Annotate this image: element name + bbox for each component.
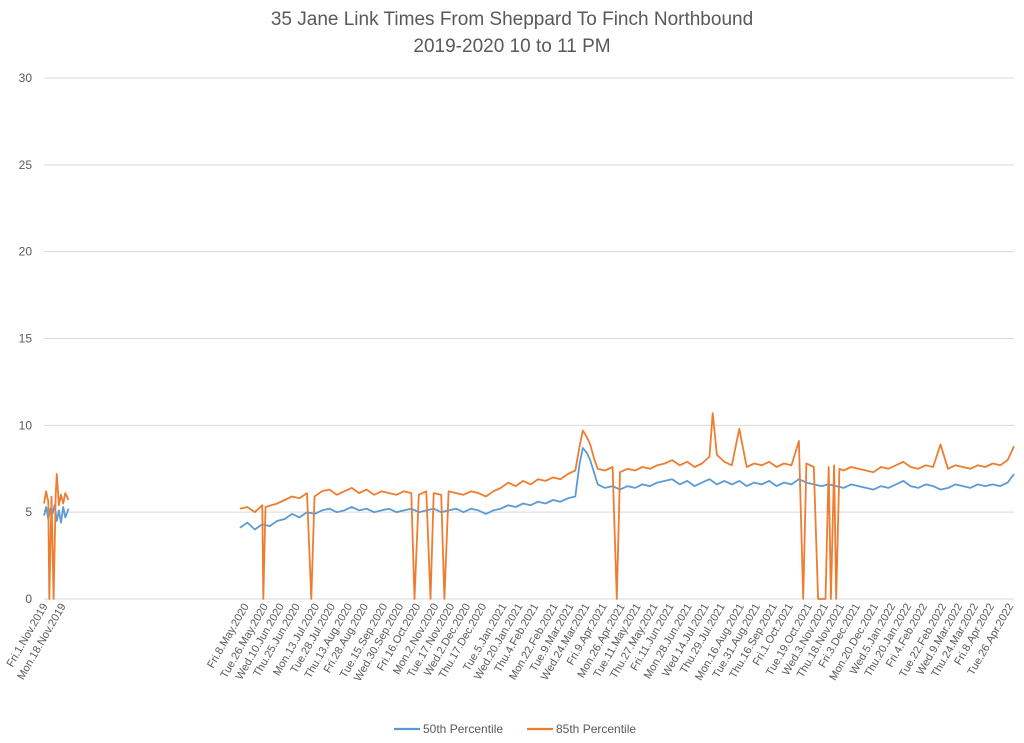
- series-line-1: [43, 447, 1015, 531]
- series-line-2: [43, 412, 1015, 600]
- y-tick-label: 5: [25, 505, 32, 519]
- chart-title: 35 Jane Link Times From Sheppard To Finc…: [270, 9, 754, 30]
- y-tick-label: 10: [19, 418, 33, 432]
- y-tick-label: 25: [19, 158, 33, 172]
- y-tick-label: 30: [19, 71, 33, 85]
- y-tick-label: 15: [19, 332, 33, 346]
- legend-label-1: 50th Percentile: [423, 722, 503, 736]
- legend-label-2: 85th Percentile: [556, 722, 636, 736]
- y-tick-label: 0: [25, 592, 32, 606]
- chart-subtitle: 2019-2020 10 to 11 PM: [413, 36, 611, 57]
- y-tick-label: 20: [19, 245, 33, 259]
